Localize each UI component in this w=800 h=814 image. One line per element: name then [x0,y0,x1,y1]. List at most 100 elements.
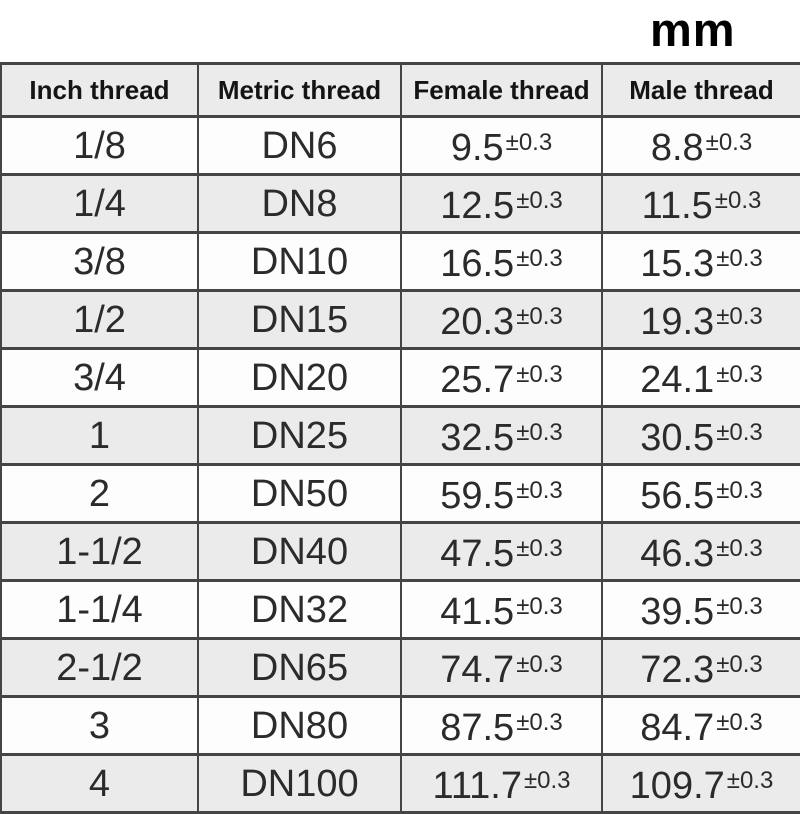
table-row: 3/4 DN20 25.7±0.3 24.1±0.3 [0,347,800,408]
cell-male: 11.5±0.3 [601,173,800,234]
cell-male: 24.1±0.3 [601,347,800,408]
tolerance-label: ±0.3 [516,303,563,330]
female-value: 16.5 [440,243,515,285]
tolerance-label: ±0.3 [716,709,763,736]
male-value: 30.5 [640,417,715,459]
cell-male: 72.3±0.3 [601,637,800,698]
male-value: 109.7 [629,765,725,807]
female-value: 87.5 [440,707,515,749]
female-value: 59.5 [440,475,515,517]
tolerance-label: ±0.3 [705,129,753,156]
table-row: 1/8 DN6 9.5±0.3 8.8±0.3 [0,115,800,176]
cell-male: 15.3±0.3 [601,231,800,292]
table-row: 1/4 DN8 12.5±0.3 11.5±0.3 [0,173,800,234]
cell-female: 74.7±0.3 [400,637,603,698]
cell-metric: DN20 [197,347,402,408]
cell-male: 30.5±0.3 [601,405,800,466]
cell-female: 87.5±0.3 [400,695,603,756]
tolerance-label: ±0.3 [726,767,774,794]
cell-inch: 1 [0,405,199,466]
cell-female: 32.5±0.3 [400,405,603,466]
cell-inch: 1/4 [0,173,199,234]
tolerance-label: ±0.3 [516,187,563,214]
male-value: 72.3 [640,649,715,691]
cell-metric: DN15 [197,289,402,350]
header-metric-thread: Metric thread [197,62,402,118]
tolerance-label: ±0.3 [516,361,563,388]
tolerance-label: ±0.3 [516,651,563,678]
cell-metric: DN40 [197,521,402,582]
tolerance-label: ±0.3 [716,535,763,562]
male-value: 46.3 [640,533,715,575]
male-value: 24.1 [640,359,715,401]
cell-inch: 1-1/4 [0,579,199,640]
tolerance-label: ±0.3 [716,651,763,678]
cell-male: 8.8±0.3 [601,115,800,176]
male-value: 11.5 [641,185,713,227]
header-male-thread: Male thread [601,62,800,118]
female-value: 9.5 [450,127,504,169]
tolerance-label: ±0.3 [714,187,762,214]
cell-female: 111.7±0.3 [400,753,603,814]
header-inch-thread: Inch thread [0,62,199,118]
male-value: 8.8 [650,127,704,169]
unit-label: mm [650,3,736,56]
cell-metric: DN100 [197,753,402,814]
cell-metric: DN6 [197,115,402,176]
tolerance-label: ±0.3 [516,709,563,736]
tolerance-label: ±0.3 [516,477,563,504]
tolerance-label: ±0.3 [716,245,763,272]
cell-metric: DN32 [197,579,402,640]
table-row: 1 DN25 32.5±0.3 30.5±0.3 [0,405,800,466]
tolerance-label: ±0.3 [716,477,763,504]
table-row: 1-1/2 DN40 47.5±0.3 46.3±0.3 [0,521,800,582]
cell-female: 25.7±0.3 [400,347,603,408]
female-value: 111.7 [432,765,522,807]
table-row: 3 DN80 87.5±0.3 84.7±0.3 [0,695,800,756]
cell-inch: 1-1/2 [0,521,199,582]
cell-male: 39.5±0.3 [601,579,800,640]
table-row: 2-1/2 DN65 74.7±0.3 72.3±0.3 [0,637,800,698]
cell-inch: 1/2 [0,289,199,350]
tolerance-label: ±0.3 [716,593,763,620]
tolerance-label: ±0.3 [516,593,563,620]
cell-inch: 1/8 [0,115,199,176]
cell-metric: DN50 [197,463,402,524]
female-value: 74.7 [440,649,515,691]
cell-female: 20.3±0.3 [400,289,603,350]
cell-inch: 3/8 [0,231,199,292]
cell-female: 41.5±0.3 [400,579,603,640]
female-value: 20.3 [440,301,515,343]
cell-metric: DN80 [197,695,402,756]
cell-female: 9.5±0.3 [400,115,603,176]
cell-male: 19.3±0.3 [601,289,800,350]
cell-male: 56.5±0.3 [601,463,800,524]
cell-metric: DN65 [197,637,402,698]
cell-metric: DN8 [197,173,402,234]
cell-female: 12.5±0.3 [400,173,603,234]
tolerance-label: ±0.3 [505,129,553,156]
tolerance-label: ±0.3 [516,535,563,562]
male-value: 15.3 [640,243,715,285]
tolerance-label: ±0.3 [516,419,563,446]
female-value: 47.5 [440,533,515,575]
female-value: 12.5 [440,185,515,227]
cell-inch: 3 [0,695,199,756]
header-row: Inch thread Metric thread Female thread … [0,62,800,118]
tolerance-label: ±0.3 [523,767,571,794]
male-value: 19.3 [640,301,715,343]
tolerance-label: ±0.3 [716,303,763,330]
table-row: 4 DN100 111.7±0.3 109.7±0.3 [0,753,800,814]
tolerance-label: ±0.3 [716,361,763,388]
male-value: 39.5 [640,591,715,633]
table-row: 2 DN50 59.5±0.3 56.5±0.3 [0,463,800,524]
thread-size-table: Inch thread Metric thread Female thread … [0,62,800,814]
tolerance-label: ±0.3 [516,245,563,272]
tolerance-label: ±0.3 [716,419,763,446]
female-value: 41.5 [440,591,515,633]
male-value: 84.7 [640,707,715,749]
cell-female: 59.5±0.3 [400,463,603,524]
cell-inch: 4 [0,753,199,814]
cell-metric: DN10 [197,231,402,292]
cell-inch: 3/4 [0,347,199,408]
